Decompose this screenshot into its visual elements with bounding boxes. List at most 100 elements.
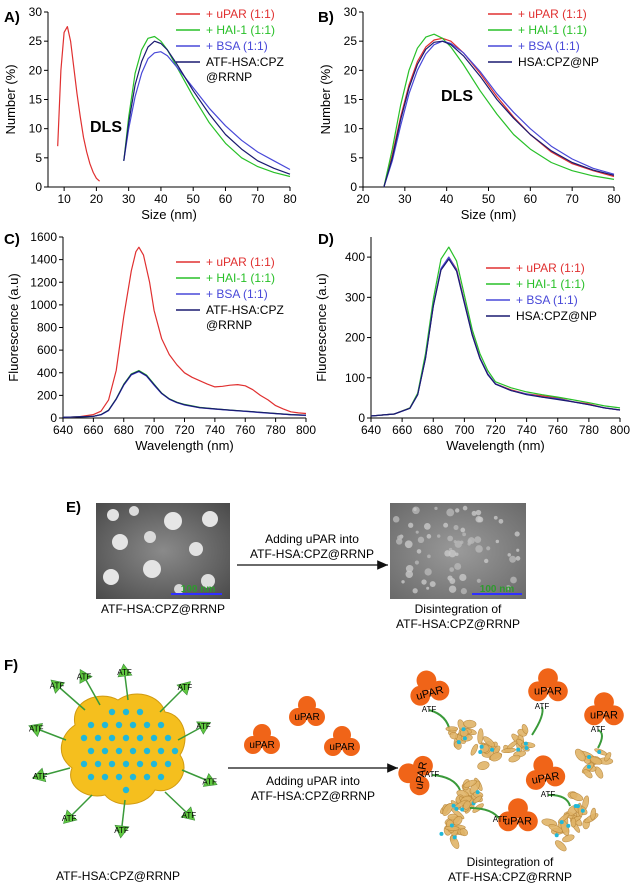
atf-ligand-label: ATF: [117, 668, 132, 677]
y-tick-label-a: 0: [35, 180, 42, 194]
arrow-text-e-line2: ATF-HSA:CPZ@RRNP: [250, 547, 374, 561]
series-line-c-3: [62, 370, 307, 418]
chart-panel-a: 10 20 30 40 50 60 70 80 0 5 10 15 20 25 30 Size (nm) Num…: [3, 5, 297, 222]
x-tick-label-b: 30: [398, 192, 412, 206]
arrow-text-f-line2: ATF-HSA:CPZ@RRNP: [251, 789, 375, 803]
atf-ligand-label: ATF: [62, 814, 77, 823]
x-tick-label-a: 10: [57, 192, 71, 206]
y-tick-label-b: 0: [350, 180, 357, 194]
panel-label-c: C): [4, 231, 20, 248]
panel-e: 100 nm 100 nm Adding uPAR into ATF-HSA:C…: [96, 503, 526, 631]
panel-label-f: F): [4, 657, 18, 674]
caption-f-right-line2: ATF-HSA:CPZ@RRNP: [448, 870, 572, 884]
x-tick-label-d: 800: [610, 423, 630, 437]
x-tick-label-b: 20: [356, 192, 370, 206]
x-tick-label-d: 740: [517, 423, 537, 437]
upar-receptor-label: uPAR: [329, 742, 354, 753]
upar-receptor-label: uPAR: [413, 761, 430, 791]
series-line-c-1: [62, 369, 307, 418]
upar-receptor-label: uPAR: [534, 686, 562, 698]
x-tick-label-c: 720: [174, 423, 194, 437]
y-tick-label-a: 30: [29, 5, 43, 19]
arrow-text-f-line1: Adding uPAR into: [266, 774, 360, 788]
atf-ligand-label: ATF: [196, 722, 211, 731]
x-tick-label-d: 720: [485, 423, 505, 437]
legend-label-d-2: + BSA (1:1): [516, 293, 578, 307]
tem-image-after: 100 nm: [390, 503, 526, 599]
free-upar-receptors: uPAR uPAR uPAR: [244, 696, 360, 756]
legend-label-a-3: ATF-HSA:CPZ: [206, 55, 284, 69]
x-tick-label-c: 780: [266, 423, 286, 437]
series-line-c-0: [62, 246, 307, 418]
x-tick-label-c: 700: [144, 423, 164, 437]
x-tick-label-a: 20: [90, 192, 104, 206]
y-axis-label-a: Number (%): [3, 64, 18, 134]
legend-label-c-3: ATF-HSA:CPZ: [206, 303, 284, 317]
tem-image-before: 100 nm: [96, 503, 230, 599]
y-axis-label-c: Fluorescence (a.u): [6, 273, 21, 381]
scale-bar-label-right: 100 nm: [480, 584, 515, 595]
chart-panel-b: 20 30 40 50 60 70 80 0 5 10 15 20 25 30 Size (nm) Numbe…: [318, 5, 621, 222]
legend-label-a-1: + HAI-1 (1:1): [206, 23, 275, 37]
y-tick-label-a: 15: [29, 93, 43, 107]
panel-label-d: D): [318, 231, 334, 248]
x-axis-label-a: Size (nm): [141, 207, 197, 222]
atf-ligand-label: ATF: [591, 725, 606, 734]
atf-ligand-label: ATF: [114, 826, 129, 835]
y-tick-label-c: 1000: [30, 298, 57, 312]
scale-bar-label-left: 100 nm: [181, 584, 216, 595]
atf-ligand-label: ATF: [29, 725, 44, 734]
chart-panel-d: 640 660 680 700 720 740 760 780 800 0 100 200 300 400…: [314, 237, 630, 453]
series-line-b-0: [383, 37, 615, 188]
x-tick-label-b: 70: [565, 192, 579, 206]
y-tick-label-d: 0: [358, 411, 365, 425]
caption-e-right-line1: Disintegration of: [415, 602, 502, 616]
x-tick-label-a: 60: [219, 192, 233, 206]
atf-ligand-label: ATF: [50, 681, 65, 690]
atf-ligand-label: ATF: [178, 683, 193, 692]
y-tick-label-b: 5: [350, 151, 357, 165]
x-tick-label-b: 60: [524, 192, 538, 206]
x-axis-label-c: Wavelength (nm): [135, 438, 234, 453]
legend-label-d-3: HSA:CPZ@NP: [516, 309, 597, 323]
atf-ligand-label: ATF: [422, 705, 437, 714]
atf-ligand-label: ATF: [77, 673, 92, 682]
y-tick-label-a: 25: [29, 34, 43, 48]
y-axis-label-b: Number (%): [318, 64, 333, 134]
dls-label-b: DLS: [441, 88, 473, 105]
atf-ligand-label: ATF: [425, 770, 440, 779]
dls-label-a: DLS: [90, 119, 122, 136]
legend-label-a-2: + BSA (1:1): [206, 39, 268, 53]
x-tick-label-c: 760: [235, 423, 255, 437]
series-line-a-2: [123, 51, 291, 171]
y-tick-label-c: 1200: [30, 275, 57, 289]
y-tick-label-b: 20: [344, 63, 358, 77]
legend-label-c-0: + uPAR (1:1): [206, 255, 275, 269]
legend-label-d-0: + uPAR (1:1): [516, 261, 585, 275]
drug-dots: [80, 708, 179, 794]
y-tick-label-b: 10: [344, 122, 358, 136]
y-tick-label-c: 0: [50, 411, 57, 425]
nanoparticle-illustration: ATF ATF ATF ATF ATF ATF ATF ATF ATF ATF ATF: [28, 663, 218, 839]
series-line-b-1: [383, 33, 615, 188]
x-tick-label-a: 80: [283, 192, 297, 206]
chart-panel-c: 640 660 680 700 720 740 760 780 800 0 200 400 600 800…: [6, 230, 316, 453]
x-tick-label-c: 660: [83, 423, 103, 437]
x-tick-label-d: 760: [548, 423, 568, 437]
caption-e-right-line2: ATF-HSA:CPZ@RRNP: [396, 617, 520, 631]
disintegrated-complexes: uPARATFuPARATFuPARATFuPARATFuPARATFuPARA…: [398, 668, 624, 852]
panel-f: ATF ATF ATF ATF ATF ATF ATF ATF ATF ATF ATF ATF-HS…: [28, 663, 624, 884]
y-tick-label-c: 400: [37, 366, 57, 380]
x-tick-label-b: 50: [482, 192, 496, 206]
y-tick-label-a: 5: [35, 151, 42, 165]
series-line-a-3: [123, 40, 291, 175]
legend-label-c-1: + HAI-1 (1:1): [206, 271, 275, 285]
y-tick-label-c: 200: [37, 388, 57, 402]
x-tick-label-d: 680: [423, 423, 443, 437]
series-line-b-3: [383, 40, 615, 188]
upar-receptor-label: uPAR: [504, 816, 532, 828]
y-tick-label-d: 200: [345, 331, 365, 345]
panel-label-a: A): [4, 9, 20, 26]
upar-receptor-label: uPAR: [294, 712, 319, 723]
x-tick-label-c: 680: [114, 423, 134, 437]
